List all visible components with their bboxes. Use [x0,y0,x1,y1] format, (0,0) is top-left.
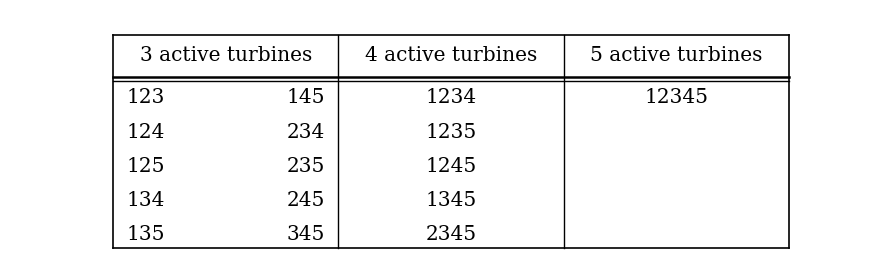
Text: 1234: 1234 [425,88,477,107]
Text: 124: 124 [127,123,165,141]
Text: 1245: 1245 [425,157,477,176]
Text: 245: 245 [287,191,325,210]
Text: 125: 125 [127,157,165,176]
Text: 134: 134 [127,191,165,210]
Text: 2345: 2345 [425,225,477,244]
Text: 3 active turbines: 3 active turbines [140,46,312,65]
Text: 345: 345 [287,225,325,244]
Text: 5 active turbines: 5 active turbines [590,46,762,65]
Text: 12345: 12345 [644,88,708,107]
Text: 235: 235 [287,157,325,176]
Text: 135: 135 [127,225,165,244]
Text: 234: 234 [287,123,325,141]
Text: 1235: 1235 [425,123,477,141]
Text: 4 active turbines: 4 active turbines [365,46,537,65]
Text: 145: 145 [287,88,325,107]
Text: 123: 123 [127,88,165,107]
Text: 1345: 1345 [425,191,477,210]
